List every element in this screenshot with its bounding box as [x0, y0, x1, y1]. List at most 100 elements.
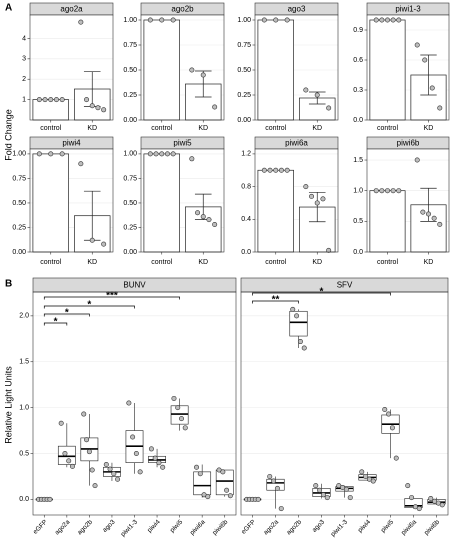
- data-point: [324, 495, 330, 501]
- data-point: [317, 487, 323, 493]
- data-point: [86, 449, 92, 455]
- x-tick-label: control: [151, 125, 172, 132]
- significance-label: **: [272, 295, 280, 306]
- data-point: [428, 495, 434, 501]
- box: [57, 445, 76, 465]
- data-point: [89, 103, 95, 109]
- data-point: [111, 471, 117, 477]
- y-tick-label: 0.0: [353, 117, 363, 124]
- significance-label: *: [54, 317, 58, 328]
- bar: [257, 169, 294, 253]
- data-point: [373, 188, 379, 194]
- data-point: [48, 97, 54, 103]
- data-point: [290, 306, 296, 312]
- y-tick-label: 0.0: [19, 496, 29, 503]
- y-tick-label: 1.5: [353, 157, 363, 164]
- data-point: [267, 167, 273, 173]
- x-tick-label: KD: [312, 259, 322, 266]
- x-tick-label: ago3: [101, 518, 116, 533]
- panel-border: [366, 148, 450, 253]
- data-point: [303, 184, 309, 190]
- x-tick-label: piwi6b: [423, 518, 441, 536]
- x-tick-label: control: [265, 259, 286, 266]
- data-point: [156, 460, 162, 466]
- data-point: [103, 462, 109, 468]
- data-point: [409, 495, 415, 501]
- x-tick-label: KD: [87, 125, 97, 132]
- data-point: [437, 105, 443, 111]
- y-tick-label: 2: [22, 76, 26, 83]
- x-tick-label: KD: [87, 259, 97, 266]
- data-point: [175, 405, 181, 411]
- data-point: [47, 496, 53, 502]
- x-tick-label: KD: [312, 125, 322, 132]
- y-tick-label: 0.50: [12, 200, 26, 207]
- panel-border: [254, 14, 339, 121]
- data-point: [439, 502, 445, 508]
- bar: [369, 190, 406, 253]
- panel-label: B: [5, 279, 12, 290]
- facet-title: piwi5: [173, 139, 192, 148]
- data-point: [152, 455, 158, 461]
- data-point: [126, 400, 132, 406]
- y-tick-label: 0.75: [12, 175, 26, 182]
- y-tick-label: 2.0: [19, 313, 29, 320]
- data-point: [58, 420, 64, 426]
- box: [215, 469, 234, 496]
- y-tick-label: 1.00: [237, 17, 251, 24]
- data-point: [130, 434, 136, 440]
- data-point: [294, 313, 300, 319]
- data-point: [370, 478, 376, 484]
- data-point: [206, 217, 212, 223]
- data-point: [48, 151, 54, 157]
- data-point: [89, 467, 95, 473]
- y-tick-label: 0.0: [353, 249, 363, 256]
- data-point: [437, 221, 443, 227]
- x-tick-label: control: [377, 125, 398, 132]
- bar: [257, 19, 294, 121]
- data-point: [84, 437, 90, 443]
- data-point: [309, 193, 315, 199]
- data-point: [62, 451, 68, 457]
- y-tick-label: 0.25: [123, 224, 137, 231]
- data-point: [227, 493, 233, 499]
- x-tick-label: control: [265, 125, 286, 132]
- data-point: [153, 151, 159, 157]
- y-tick-label: 1.5: [19, 359, 29, 366]
- data-point: [384, 17, 390, 23]
- data-point: [393, 455, 399, 461]
- box: [266, 478, 285, 491]
- panel-border: [29, 14, 114, 121]
- x-tick-label: control: [40, 259, 61, 266]
- y-tick-label: 0.25: [12, 224, 26, 231]
- y-tick-label: 0.3: [353, 87, 363, 94]
- y-tick-label: 0.0: [241, 249, 251, 256]
- data-point: [197, 471, 203, 477]
- y-tick-label: 0.00: [12, 249, 26, 256]
- significance-bracket: [43, 322, 68, 326]
- y-tick-label: 0.50: [123, 200, 137, 207]
- significance-bracket: [43, 296, 180, 300]
- data-point: [379, 17, 385, 23]
- facet-title: piwi6a: [285, 139, 308, 148]
- y-tick-label: 0.50: [237, 67, 251, 74]
- data-point: [53, 97, 59, 103]
- data-point: [147, 151, 153, 157]
- significance-label: *: [65, 308, 69, 319]
- y-tick-label: 0.75: [237, 42, 251, 49]
- panel-border: [140, 14, 225, 121]
- data-point: [313, 483, 319, 489]
- box: [289, 310, 308, 337]
- data-point: [189, 156, 195, 162]
- significance-bracket: [252, 300, 299, 304]
- data-point: [284, 17, 290, 23]
- data-point: [84, 97, 90, 103]
- data-point: [390, 17, 396, 23]
- x-tick-label: control: [40, 125, 61, 132]
- data-point: [431, 215, 437, 221]
- data-point: [170, 151, 176, 157]
- data-point: [261, 17, 267, 23]
- y-tick-label: 0.9: [353, 27, 363, 34]
- x-tick-label: eGFP: [32, 519, 49, 536]
